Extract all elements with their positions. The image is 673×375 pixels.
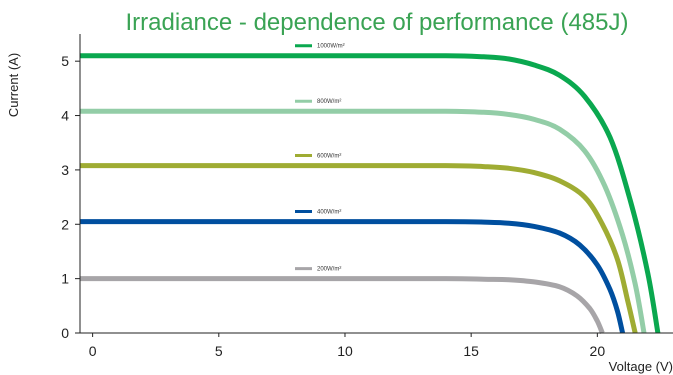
series-line-3 [80,219,626,334]
y-tick-label-5: 5 [61,53,69,69]
y-tick-label-4: 4 [61,108,69,124]
legend-label-0: 1000W/m² [317,44,345,50]
y-tick-label-1: 1 [61,271,69,287]
series-line-0 [80,53,661,334]
x-tick-label-10: 10 [337,343,353,359]
x-tick-label-0: 0 [89,343,97,359]
series-line-2 [80,163,638,334]
series-line-4 [80,276,605,335]
x-tick-label-20: 20 [590,343,606,359]
y-tick-label-2: 2 [61,216,69,232]
legend-label-2: 600W/m² [317,154,341,160]
chart-title: Irradiance - dependence of performance (… [126,9,629,36]
y-axis-label: Current (A) [6,53,21,117]
legend-label-4: 200W/m² [317,267,341,273]
series-line-1 [80,108,647,334]
x-axis-label: Voltage (V) [609,359,673,374]
y-tick-label-0: 0 [61,325,69,341]
x-tick-label-5: 5 [215,343,223,359]
y-tick-label-3: 3 [61,162,69,178]
legend-label-1: 800W/m² [317,99,341,105]
legend-label-3: 400W/m² [317,210,341,216]
x-tick-label-15: 15 [463,343,479,359]
